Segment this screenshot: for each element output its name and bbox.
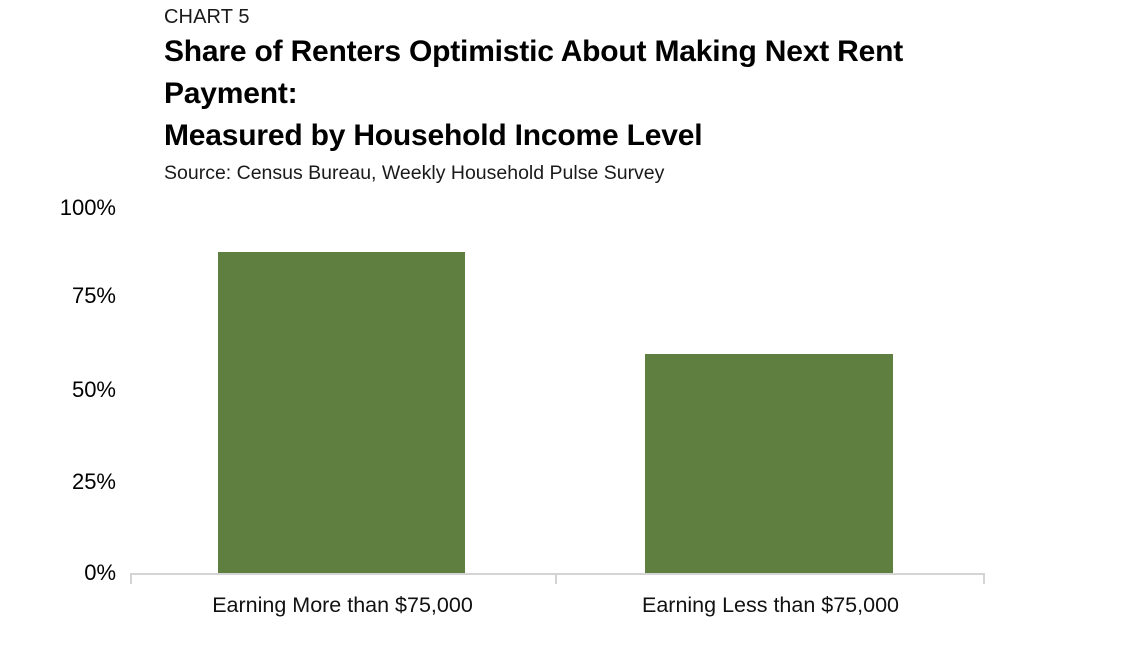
x-axis-tick-right bbox=[983, 573, 985, 584]
y-axis-tick-label-25: 25% bbox=[71, 469, 116, 494]
x-axis-tick-left bbox=[130, 573, 132, 584]
y-axis-tick-label-100: 100% bbox=[59, 195, 116, 220]
x-axis-tick-label-1: Earning Less than $75,000 bbox=[641, 593, 899, 617]
page-title-line-1: Share of Renters Optimistic About Making… bbox=[164, 35, 903, 68]
page-title-line-3: Measured by Household Income Level bbox=[164, 119, 703, 152]
y-axis-tick-label-0: 0% bbox=[84, 560, 116, 585]
chart-source-note: Source: Census Bureau, Weekly Household … bbox=[164, 162, 665, 184]
y-axis-tick-label-75: 75% bbox=[71, 283, 116, 308]
chart-number-label: CHART 5 bbox=[164, 6, 250, 28]
chart-header: CHART 5 Share of Renters Optimistic Abou… bbox=[164, 4, 1064, 186]
page-title: Share of Renters Optimistic About Making… bbox=[164, 31, 1064, 157]
x-axis-tick-middle bbox=[555, 573, 557, 584]
y-axis-tick-label-50: 50% bbox=[71, 377, 116, 402]
x-axis-tick-label-0: Earning More than $75,000 bbox=[212, 593, 473, 617]
bar-earning-less-than-75000[interactable] bbox=[645, 354, 893, 573]
x-axis-line bbox=[130, 573, 985, 575]
page-title-line-2: Payment: bbox=[164, 77, 298, 110]
bar-earning-more-than-75000[interactable] bbox=[218, 251, 465, 573]
